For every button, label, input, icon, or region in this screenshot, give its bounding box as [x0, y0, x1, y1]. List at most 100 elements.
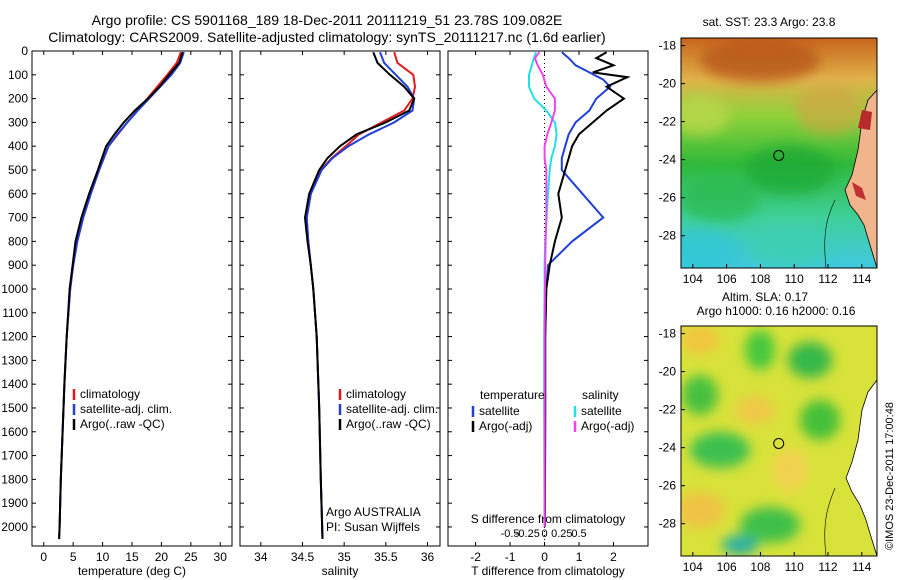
map-y-tick-label: -24 [659, 153, 677, 167]
map-y-tick-label: -22 [659, 115, 677, 129]
y-tick-label: 1900 [1, 496, 28, 510]
legend-label: satellite [581, 404, 622, 418]
sla-argo-marker [773, 437, 785, 449]
legend-label: Argo(-adj) [581, 419, 634, 433]
x-tick-label: 0 [541, 550, 548, 564]
y-tick-label: 1400 [1, 377, 28, 391]
x-tick-label: 1 [576, 550, 583, 564]
sst-field [681, 38, 877, 268]
legend-label: Argo(..raw -QC) [80, 417, 165, 431]
map-y-tick-label: -26 [659, 479, 677, 493]
map-x-tick-label: 108 [750, 272, 770, 286]
legend-label: Argo(-adj) [479, 419, 532, 433]
sst-axes: 104 106 108 110 112 114 -18 -20 -22 -24 -26 -28 [659, 39, 872, 286]
map-x-tick-label: 104 [683, 560, 703, 574]
y-tick-label: 600 [8, 187, 28, 201]
series-line-s-satellite [528, 51, 558, 528]
x-tick-label: 0 [40, 550, 47, 564]
map-y-tick-label: -18 [659, 39, 677, 53]
s-tick-label: 0.25 [551, 528, 572, 540]
legend-label: climatology [346, 387, 406, 401]
y-tick-label: 1500 [1, 401, 28, 415]
legend-title-salinity: salinity [582, 388, 619, 402]
y-tick-label: 1700 [1, 449, 28, 463]
sla-map-subtitle: Argo h1000: 0.16 h2000: 0.16 [697, 304, 856, 318]
series-line-climatology [58, 51, 182, 539]
sla-map: Altim. SLA: 0.17 Argo h1000: 0.16 h2000:… [659, 290, 878, 574]
y-tick-label: 2000 [1, 520, 28, 534]
map-x-tick-label: 110 [785, 560, 804, 574]
sla-field [681, 326, 877, 556]
series-line-argo-raw-qc- [58, 51, 184, 539]
x-tick-label: 2 [610, 550, 617, 564]
map-x-tick-label: 112 [818, 560, 837, 574]
map-y-tick-label: -24 [659, 441, 677, 455]
sst-map-title: sat. SST: 23.3 Argo: 23.8 [703, 15, 836, 29]
series-line-satellite-adj-clim- [305, 51, 416, 539]
plot-frame [239, 50, 441, 547]
y-tick-label: 1300 [1, 353, 28, 367]
legend-label: satellite-adj. clim. [80, 402, 172, 416]
legend-label: climatology [80, 387, 140, 401]
sst-map: sat. SST: 23.3 Argo: 23.8 104 106 108 110 11… [659, 15, 878, 286]
legend-label: Argo(..raw -QC) [346, 417, 431, 431]
x-tick-label: -1 [505, 550, 516, 564]
series-line-t-argo-adj- [543, 51, 631, 528]
x-tick-label: 15 [125, 550, 139, 564]
s-tick-label: -0.25 [515, 528, 540, 540]
s-tick-label: 0 [541, 528, 547, 540]
y-tick-label: 100 [8, 68, 28, 82]
x-tick-label: 34 [254, 550, 268, 564]
y-tick-label: 1800 [1, 472, 28, 486]
x-tick-label: 30 [214, 550, 228, 564]
legend-title-temperature: temperature [480, 388, 545, 402]
y-tick-label: 800 [8, 234, 28, 248]
s-tick-label: -0.5 [501, 528, 520, 540]
x-axis-label: salinity [322, 564, 359, 578]
x-tick-label: 35.5 [374, 550, 398, 564]
y-tick-label: 1600 [1, 425, 28, 439]
y-tick-label: 400 [8, 139, 28, 153]
series-line-s-argo-adj- [533, 51, 556, 527]
difference-panel: -2 -1 0 1 2T difference from climatology -0.5… [447, 50, 649, 578]
map-x-tick-label: 114 [852, 272, 871, 286]
legend-label: satellite [479, 404, 520, 418]
map-y-tick-label: -28 [659, 229, 677, 243]
legend-label: satellite-adj. clim. [346, 402, 438, 416]
x-tick-label: 35 [337, 550, 351, 564]
map-y-tick-label: -20 [659, 365, 677, 379]
plot-frame [447, 50, 649, 547]
y-tick-label: 700 [8, 211, 28, 225]
map-y-tick-label: -20 [659, 77, 677, 91]
x-tick-label: 20 [155, 550, 169, 564]
map-x-tick-label: 108 [750, 560, 770, 574]
y-tick-label: 500 [8, 163, 28, 177]
y-tick-label: 1000 [1, 282, 28, 296]
map-y-tick-label: -18 [659, 327, 677, 341]
y-tick-label: 0 [21, 44, 28, 58]
map-x-tick-label: 114 [852, 560, 871, 574]
y-tick-label: 1100 [2, 306, 28, 320]
s-axis-label: S difference from climatology [471, 512, 626, 526]
x-tick-label: 10 [96, 550, 110, 564]
map-y-tick-label: -22 [659, 403, 677, 417]
x-tick-label: 5 [70, 550, 77, 564]
x-tick-label: 36 [421, 550, 435, 564]
s-tick-label: 0.5 [571, 528, 586, 540]
float-owner-label: Argo AUSTRALIA [326, 505, 421, 519]
series-line-argo-raw-qc- [303, 51, 416, 539]
x-axis-label: T difference from climatology [471, 564, 625, 578]
figure-title-line2: Climatology: CARS2009. Satellite-adjuste… [48, 29, 605, 45]
sst-argo-marker [773, 149, 785, 161]
map-x-tick-label: 112 [818, 272, 837, 286]
map-x-tick-label: 110 [785, 272, 804, 286]
sla-land [845, 379, 877, 556]
series-line-climatology [305, 51, 417, 539]
imos-credit: ©IMOS 23-Dec-2011 17:00:48 [884, 402, 896, 550]
salinity-panel: 34 34.5 35 35.5 36 salinity climatologysatelli… [239, 50, 441, 578]
y-tick-label: 300 [8, 115, 28, 129]
x-axis-label: temperature (deg C) [78, 564, 186, 578]
y-tick-label: 200 [8, 92, 28, 106]
y-tick-label: 900 [8, 258, 28, 272]
